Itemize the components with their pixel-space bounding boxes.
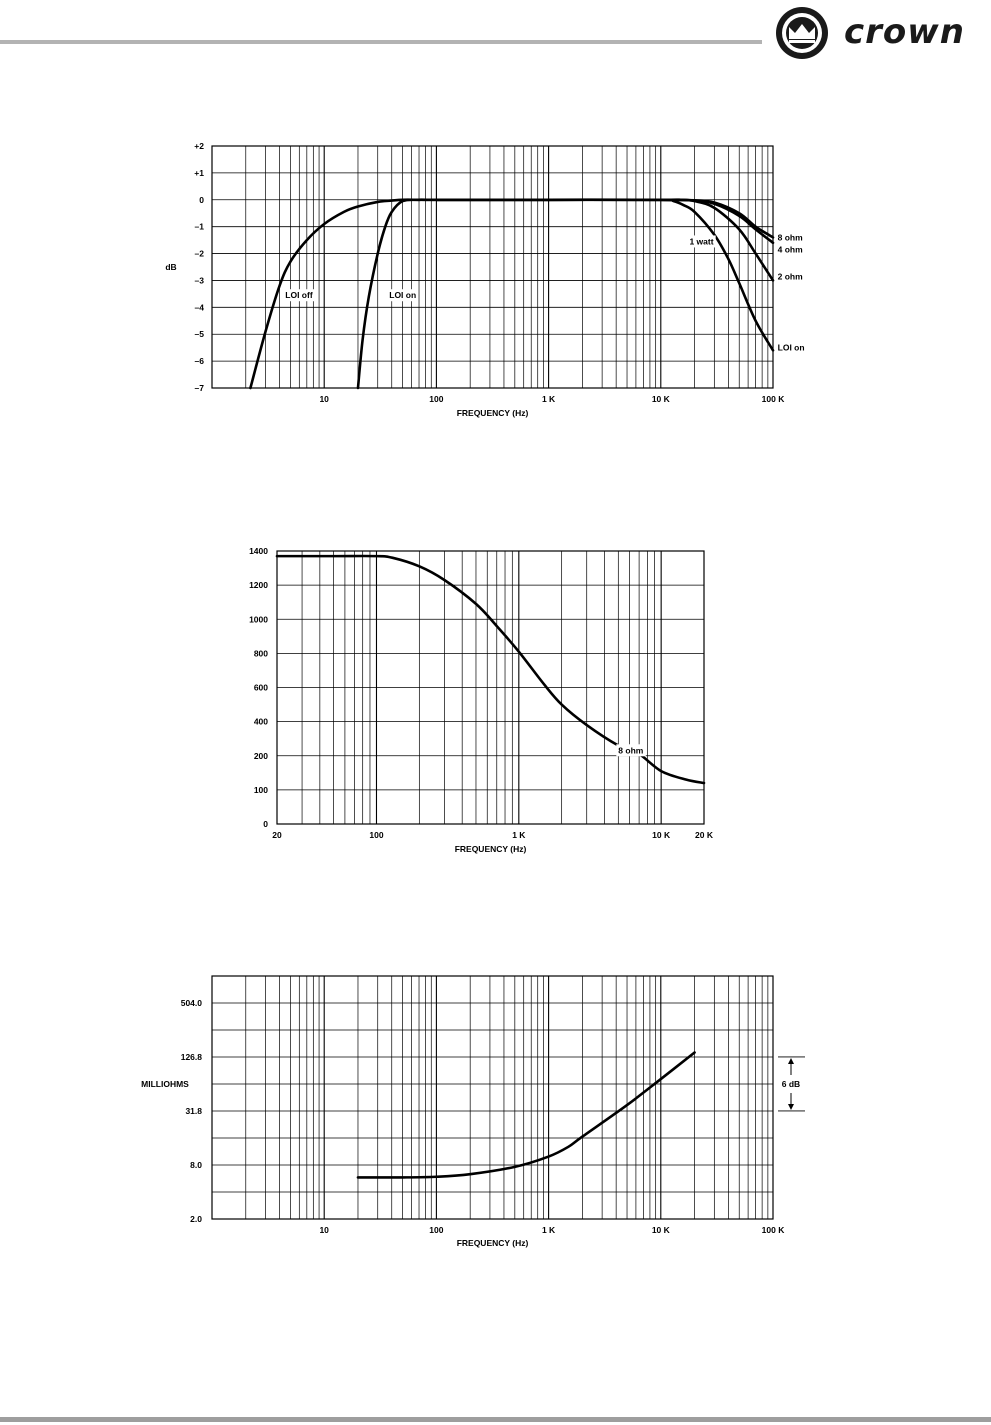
crown-logo: crown <box>772 4 982 62</box>
output-impedance-chart: 504.0 126.8 31.8 8.0 2.0 10 100 1 K 10 K 100 K FRE… <box>141 975 805 1248</box>
x-tick-label: 1 K <box>542 1225 556 1235</box>
curve-label: 8 ohm <box>618 745 643 755</box>
series-line <box>435 198 775 282</box>
plot-frame <box>211 145 774 389</box>
curve-label: 1 watt <box>689 236 713 246</box>
curve-label: 8 ohm <box>778 232 803 242</box>
y-tick-label: 1000 <box>249 614 268 624</box>
curve-label: 4 ohm <box>778 245 803 255</box>
x-axis-title: FREQUENCY (Hz) <box>457 408 529 418</box>
y-tick-label: –1 <box>195 222 205 232</box>
x-tick-label: 10 K <box>652 394 671 404</box>
y-tick-label: 126.8 <box>181 1052 203 1062</box>
x-axis-title: FREQUENCY (Hz) <box>455 844 527 854</box>
x-tick-label: 100 K <box>762 394 786 404</box>
curve-label: LOI on <box>778 343 805 353</box>
x-tick-label: 10 <box>319 1225 329 1235</box>
x-tick-label: 100 <box>429 1225 443 1235</box>
y-tick-label: +2 <box>194 141 204 151</box>
curve-label-background <box>687 235 716 248</box>
curve-label: LOI on <box>389 290 416 300</box>
y-tick-label: 200 <box>254 751 268 761</box>
x-tick-label: 10 K <box>652 830 671 840</box>
series-line <box>275 554 706 785</box>
y-tick-label: 400 <box>254 717 268 727</box>
arrow-up-icon <box>788 1057 794 1064</box>
x-tick-label: 100 <box>369 830 383 840</box>
y-tick-label: –6 <box>195 356 205 366</box>
footer-rule <box>0 1417 991 1422</box>
curve-label-background <box>616 744 646 757</box>
crown-wordmark: crown <box>844 12 965 52</box>
x-tick-label: 1 K <box>542 394 556 404</box>
y-tick-label: +1 <box>194 168 204 178</box>
y-tick-label: 0 <box>199 195 204 205</box>
x-tick-label: 100 K <box>762 1225 786 1235</box>
frequency-response-chart: +2 +1 0 –1 –2 –3 –4 –5 –6 –7 10 100 1 K 10 K 100 K FREQ… <box>165 141 807 418</box>
x-axis-title: FREQUENCY (Hz) <box>457 1238 529 1248</box>
plot-frame <box>211 975 774 1220</box>
y-tick-label: 600 <box>254 683 268 693</box>
curve-label: 2 ohm <box>778 271 803 281</box>
y-tick-label: 1400 <box>249 546 268 556</box>
y-tick-label: 0 <box>263 819 268 829</box>
curve-label: LOI off <box>285 290 313 300</box>
y-tick-label: 800 <box>254 648 268 658</box>
plot-frame <box>276 550 705 825</box>
curve-label-background <box>775 270 806 283</box>
curve-label-background <box>775 243 806 256</box>
curve-label-background <box>775 231 806 244</box>
y-axis-title: dB <box>165 262 176 272</box>
series-line <box>356 1051 696 1179</box>
x-tick-label: 20 <box>272 830 282 840</box>
series-line <box>356 198 775 390</box>
y-tick-label: 2.0 <box>190 1214 202 1224</box>
y-tick-label: –3 <box>195 275 205 285</box>
x-tick-label: 20 K <box>695 830 714 840</box>
header-rule <box>0 40 762 44</box>
arrow-down-icon <box>788 1103 794 1110</box>
scale-marker-label: 6 dB <box>782 1079 800 1089</box>
y-tick-label: 31.8 <box>185 1106 202 1116</box>
curve-label-background <box>283 289 315 302</box>
x-tick-label: 100 <box>429 394 443 404</box>
series-line <box>435 198 775 352</box>
x-tick-label: 1 K <box>512 830 526 840</box>
curve-label-background <box>387 289 419 302</box>
y-tick-label: –5 <box>195 329 205 339</box>
y-tick-label: 1200 <box>249 580 268 590</box>
y-tick-label: 100 <box>254 785 268 795</box>
y-tick-label: 8.0 <box>190 1160 202 1170</box>
curve-label-background <box>775 341 807 354</box>
y-tick-label: –4 <box>195 302 205 312</box>
x-tick-label: 10 <box>319 394 329 404</box>
y-tick-label: –7 <box>195 383 205 393</box>
y-tick-label: –2 <box>195 249 205 259</box>
x-tick-label: 10 K <box>652 1225 671 1235</box>
crown-emblem-icon <box>776 7 828 59</box>
y-axis-title: MILLIOHMS <box>141 1079 189 1089</box>
y-tick-label: 504.0 <box>181 998 203 1008</box>
